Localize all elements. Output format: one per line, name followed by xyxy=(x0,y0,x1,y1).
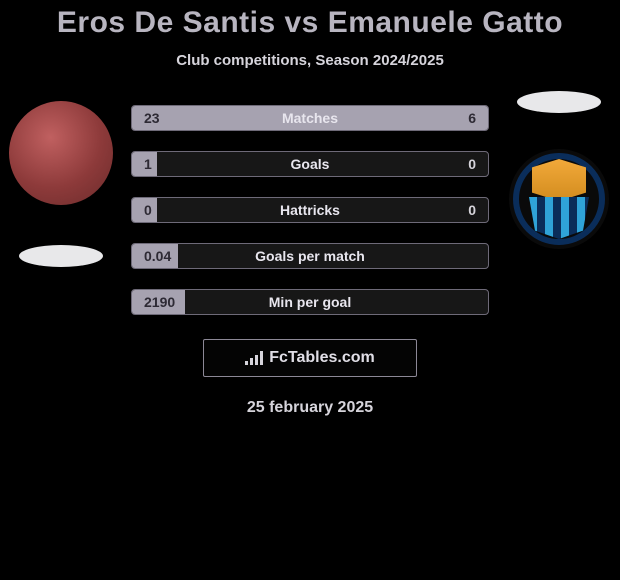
shadow-left xyxy=(19,245,103,267)
crest-top xyxy=(532,159,586,201)
shadow-right xyxy=(517,91,601,113)
stat-bar: 23 6 Matches xyxy=(131,105,489,131)
stat-label: Goals xyxy=(291,156,330,172)
fill-left xyxy=(132,106,395,130)
stat-bar: 1 0 Goals xyxy=(131,151,489,177)
club-crest-right xyxy=(509,149,609,249)
player-left xyxy=(6,101,116,267)
stat-label: Hattricks xyxy=(280,202,340,218)
stat-value-left: 2190 xyxy=(144,294,175,310)
stat-value-left: 23 xyxy=(144,110,160,126)
stat-value-left: 1 xyxy=(144,156,152,172)
avatar-left xyxy=(9,101,113,205)
site-name: FcTables.com xyxy=(269,349,375,367)
comparison-panel: 23 6 Matches 1 0 Goals 0 0 Hattricks 0.04 Goals pe… xyxy=(0,105,620,417)
stat-label: Min per goal xyxy=(269,294,351,310)
stat-bar: 0 0 Hattricks xyxy=(131,197,489,223)
stat-label: Matches xyxy=(282,110,338,126)
stat-label: Goals per match xyxy=(255,248,365,264)
stat-value-right: 6 xyxy=(468,110,476,126)
player-right xyxy=(504,91,614,249)
date-label: 25 february 2025 xyxy=(0,399,620,417)
stat-bar: 0.04 Goals per match xyxy=(131,243,489,269)
stat-value-right: 0 xyxy=(468,156,476,172)
subtitle: Club competitions, Season 2024/2025 xyxy=(0,52,620,69)
stat-bars: 23 6 Matches 1 0 Goals 0 0 Hattricks 0.04 Goals pe… xyxy=(131,105,489,315)
page-title: Eros De Santis vs Emanuele Gatto xyxy=(0,0,620,40)
site-badge: FcTables.com xyxy=(203,339,417,377)
bar-chart-icon xyxy=(245,351,263,365)
stat-value-left: 0 xyxy=(144,202,152,218)
stat-value-left: 0.04 xyxy=(144,248,171,264)
stat-value-right: 0 xyxy=(468,202,476,218)
stat-bar: 2190 Min per goal xyxy=(131,289,489,315)
